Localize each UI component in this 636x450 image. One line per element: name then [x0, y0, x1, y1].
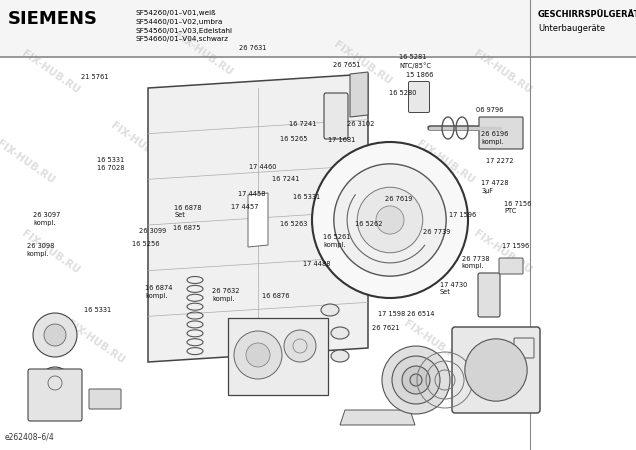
Circle shape: [312, 142, 468, 298]
Text: FIX-HUB.RU: FIX-HUB.RU: [173, 30, 234, 78]
Text: 17 4457: 17 4457: [231, 204, 258, 210]
Text: 16 5331: 16 5331: [84, 307, 111, 313]
Circle shape: [234, 331, 282, 379]
Polygon shape: [148, 74, 368, 362]
Text: 26 7651: 26 7651: [333, 62, 361, 68]
Text: 16 7241: 16 7241: [289, 122, 317, 127]
Text: 16 5263: 16 5263: [280, 220, 307, 226]
Text: 16 6875: 16 6875: [173, 225, 200, 231]
Text: 17 4488: 17 4488: [303, 261, 330, 267]
Text: Unterbaugeräte: Unterbaugeräte: [538, 24, 605, 33]
Circle shape: [44, 324, 66, 346]
Text: 16 5262: 16 5262: [355, 220, 382, 226]
FancyBboxPatch shape: [28, 369, 82, 421]
FancyBboxPatch shape: [479, 117, 523, 149]
Text: SF54260/01–V01,weiß
SF54460/01–V02,umbra
SF54560/01–V03,Edelstahl
SF54660/01–V04: SF54260/01–V01,weiß SF54460/01–V02,umbra…: [135, 10, 232, 42]
Text: 26 7632
kompl.: 26 7632 kompl.: [212, 288, 240, 302]
Ellipse shape: [321, 304, 339, 316]
Text: GESCHIRRSPÜLGERÄTE: GESCHIRRSPÜLGERÄTE: [538, 10, 636, 19]
Text: 26 6196
kompl.: 26 6196 kompl.: [481, 131, 509, 145]
Text: FIX-HUB.RU: FIX-HUB.RU: [20, 228, 81, 276]
Text: 26 7619: 26 7619: [385, 196, 413, 202]
Text: 17 1596: 17 1596: [449, 212, 476, 218]
Text: 26 7621: 26 7621: [372, 325, 399, 331]
Text: 16 7241: 16 7241: [272, 176, 300, 182]
Text: 26 7739: 26 7739: [423, 229, 450, 234]
Circle shape: [357, 187, 423, 253]
Circle shape: [246, 343, 270, 367]
Text: 26 6514: 26 6514: [407, 310, 434, 316]
Text: 16 6878
Set: 16 6878 Set: [174, 205, 202, 219]
Ellipse shape: [331, 327, 349, 339]
Polygon shape: [248, 193, 268, 247]
Polygon shape: [350, 72, 368, 117]
Circle shape: [382, 346, 450, 414]
Text: FIX-HUB.RU: FIX-HUB.RU: [472, 228, 533, 276]
Text: FIX-HUB.RU: FIX-HUB.RU: [415, 138, 476, 186]
Text: FIX-HUB.RU: FIX-HUB.RU: [472, 48, 533, 96]
Text: 16 7156
PTC: 16 7156 PTC: [504, 201, 532, 215]
Text: 17 4458: 17 4458: [238, 191, 265, 197]
FancyBboxPatch shape: [324, 93, 348, 139]
Text: FIX-HUB.RU: FIX-HUB.RU: [20, 48, 81, 96]
Circle shape: [284, 330, 316, 362]
Text: 16 5265: 16 5265: [280, 136, 307, 142]
Ellipse shape: [331, 350, 349, 362]
Circle shape: [392, 356, 440, 404]
Text: 16 6876: 16 6876: [262, 293, 289, 299]
Text: 26 3098
kompl.: 26 3098 kompl.: [27, 243, 54, 257]
Text: 21 5761: 21 5761: [81, 74, 109, 80]
Text: FIX-HUB.RU: FIX-HUB.RU: [65, 318, 126, 366]
Text: 06 9796: 06 9796: [476, 107, 503, 113]
Circle shape: [376, 206, 404, 234]
Text: 26 3099: 26 3099: [139, 228, 166, 234]
Text: 26 7631: 26 7631: [239, 45, 266, 51]
Circle shape: [465, 339, 527, 401]
Text: 17 4730
Set: 17 4730 Set: [440, 282, 467, 296]
Polygon shape: [228, 318, 328, 395]
Text: 17 2272: 17 2272: [486, 158, 513, 164]
Circle shape: [39, 367, 71, 399]
Text: FIX-HUB.RU: FIX-HUB.RU: [262, 129, 323, 177]
FancyBboxPatch shape: [452, 327, 540, 413]
Text: 17 4460: 17 4460: [249, 164, 277, 170]
Text: e262408–6/4: e262408–6/4: [5, 433, 55, 442]
Text: 15 1866: 15 1866: [406, 72, 433, 78]
FancyBboxPatch shape: [478, 273, 500, 317]
Text: FIX-HUB.RU: FIX-HUB.RU: [237, 318, 298, 366]
Circle shape: [33, 313, 77, 357]
Circle shape: [334, 164, 446, 276]
Circle shape: [402, 366, 430, 394]
Polygon shape: [340, 410, 415, 425]
Text: 16 5281
NTC/85°C: 16 5281 NTC/85°C: [399, 54, 431, 69]
FancyBboxPatch shape: [408, 81, 429, 112]
Text: 17 1681: 17 1681: [328, 137, 356, 143]
Text: FIX-HUB.RU: FIX-HUB.RU: [326, 228, 387, 276]
Text: 17 1598: 17 1598: [378, 310, 406, 316]
Circle shape: [410, 374, 422, 386]
Text: SIEMENS: SIEMENS: [8, 10, 98, 28]
Text: FIX-HUB.RU: FIX-HUB.RU: [109, 120, 170, 168]
Text: 26 3097
kompl.: 26 3097 kompl.: [33, 212, 60, 226]
Text: FIX-HUB.RU: FIX-HUB.RU: [402, 318, 463, 366]
FancyBboxPatch shape: [514, 338, 534, 358]
Text: 17 4728
3μF: 17 4728 3μF: [481, 180, 509, 194]
Text: FIX-HUB.RU: FIX-HUB.RU: [173, 219, 234, 267]
FancyBboxPatch shape: [89, 389, 121, 409]
Text: 16 5256: 16 5256: [132, 241, 159, 247]
Text: 16 5261
kompl.: 16 5261 kompl.: [323, 234, 350, 248]
Text: 16 5331: 16 5331: [293, 194, 320, 200]
Text: 16 5331
16 7028: 16 5331 16 7028: [97, 158, 124, 171]
Bar: [0, 0, 636, 57]
Text: FIX-HUB.RU: FIX-HUB.RU: [0, 138, 56, 186]
Text: 16 5280: 16 5280: [389, 90, 417, 96]
FancyBboxPatch shape: [499, 258, 523, 274]
Text: 26 7738
kompl.: 26 7738 kompl.: [462, 256, 489, 270]
Text: FIX-HUB.RU: FIX-HUB.RU: [332, 39, 393, 87]
Text: 16 6874
kompl.: 16 6874 kompl.: [145, 285, 172, 299]
Text: 26 3102: 26 3102: [347, 122, 375, 127]
Text: 17 1596: 17 1596: [502, 243, 530, 249]
